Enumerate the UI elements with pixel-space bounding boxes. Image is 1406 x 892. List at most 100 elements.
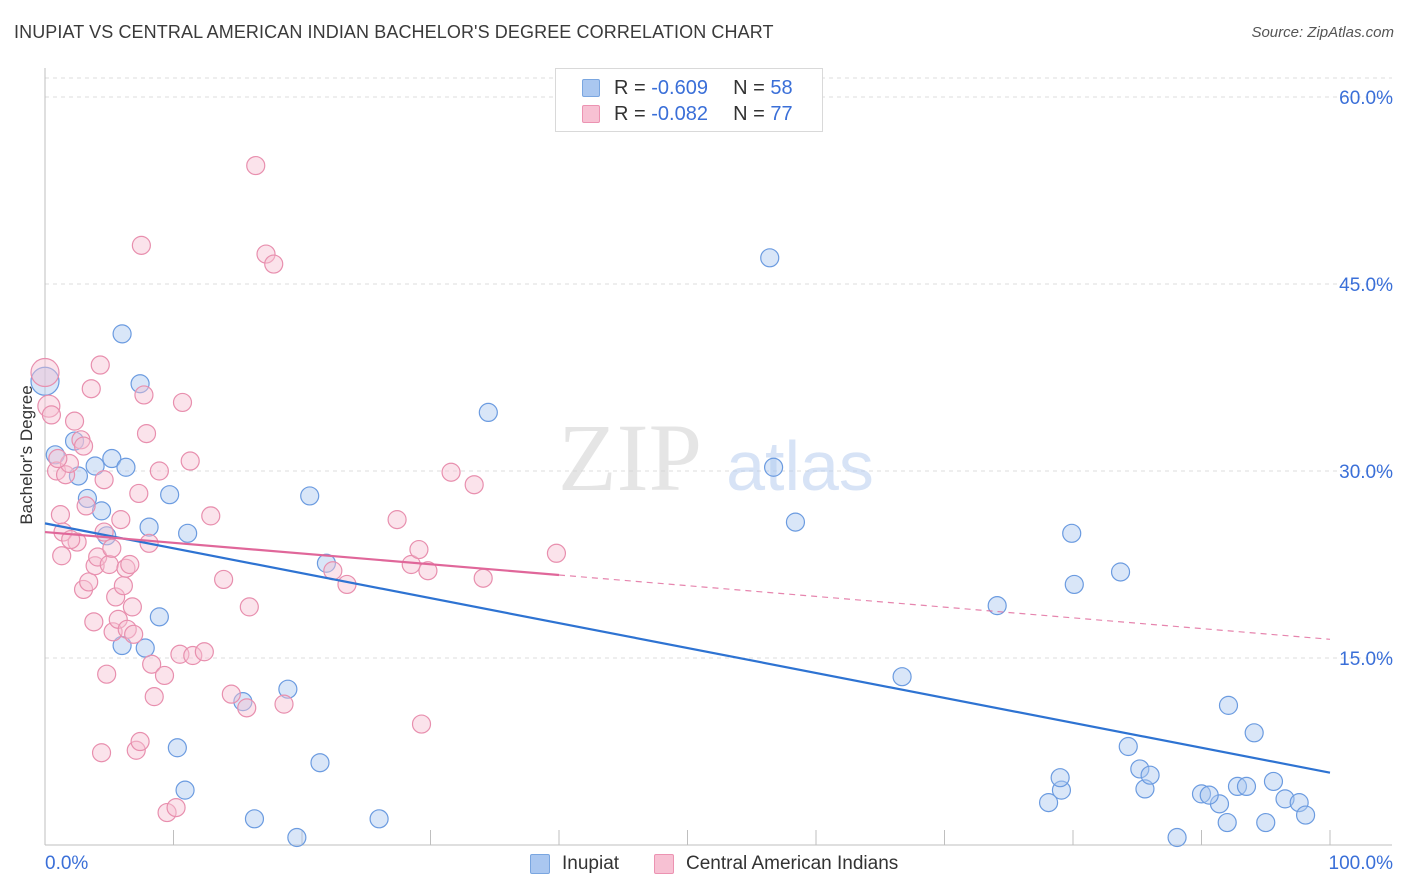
data-point	[157, 802, 177, 823]
data-point	[237, 698, 257, 718]
data-point	[59, 453, 80, 474]
data-point	[239, 597, 259, 617]
y-tick-label: 45.0%	[1339, 275, 1393, 296]
data-point	[84, 612, 104, 632]
data-point	[183, 645, 203, 666]
data-point	[117, 619, 137, 639]
data-point	[149, 461, 169, 481]
data-point	[1218, 695, 1239, 715]
chart-title: INUPIAT VS CENTRAL AMERICAN INDIAN BACHE…	[14, 22, 774, 42]
data-point	[103, 622, 123, 642]
legend-swatch-central-american-indians	[654, 854, 674, 874]
data-point	[194, 642, 214, 662]
data-point	[316, 553, 337, 573]
legend-label: Central American Indians	[686, 853, 899, 874]
y-tick-label: 30.0%	[1339, 462, 1393, 483]
data-point	[464, 475, 484, 495]
watermark-zip: ZIP	[558, 404, 702, 511]
n-label: N =	[733, 77, 765, 99]
data-point	[1038, 793, 1059, 813]
inupiat-swatch	[582, 79, 600, 97]
data-point	[785, 512, 806, 532]
data-point	[760, 248, 780, 268]
data-point	[130, 374, 150, 394]
data-point	[763, 457, 784, 477]
data-point	[278, 679, 298, 699]
data-point	[264, 254, 284, 274]
trend-line-solid-1	[44, 530, 560, 577]
data-point	[546, 543, 567, 563]
data-point	[178, 523, 198, 543]
data-point	[401, 554, 421, 575]
data-point	[256, 244, 276, 264]
data-point	[129, 483, 149, 504]
data-point	[1217, 812, 1237, 833]
data-point	[85, 456, 105, 476]
data-point	[112, 324, 132, 344]
data-points	[30, 155, 1316, 848]
data-point	[1191, 784, 1212, 804]
data-point	[287, 827, 307, 848]
data-point	[94, 470, 114, 490]
data-point	[274, 694, 294, 714]
data-point	[1263, 771, 1284, 792]
data-point	[1064, 574, 1084, 595]
trend-line-dashed-1	[558, 574, 1331, 640]
watermark: ZIP atlas	[558, 404, 874, 511]
data-point	[41, 405, 62, 425]
data-point	[55, 465, 76, 485]
x-tick-label-max: 100.0%	[1329, 853, 1394, 874]
data-point	[144, 687, 164, 707]
data-point	[180, 451, 200, 471]
data-point	[1256, 812, 1276, 833]
x-tick-label-min: 0.0%	[45, 853, 88, 874]
data-point	[172, 392, 193, 413]
data-point	[166, 797, 186, 818]
n-value: 77	[770, 103, 793, 125]
central-american-indians-swatch	[582, 105, 600, 123]
source-label: Source: ZipAtlas.com	[1251, 24, 1394, 41]
data-point	[387, 510, 407, 530]
data-point	[122, 597, 142, 617]
data-point	[478, 402, 498, 423]
data-point	[411, 714, 432, 734]
trend-line-0	[44, 522, 1331, 774]
data-point	[175, 780, 195, 800]
data-point	[76, 496, 96, 516]
data-point	[116, 558, 136, 578]
data-point	[201, 506, 221, 526]
n-value: 58	[770, 77, 793, 99]
data-point	[30, 357, 60, 388]
data-point	[987, 596, 1007, 616]
data-point	[1289, 793, 1309, 813]
data-point	[473, 568, 493, 588]
data-point	[130, 731, 150, 752]
y-tick-label: 15.0%	[1339, 649, 1393, 670]
data-point	[116, 457, 136, 477]
data-point	[120, 554, 140, 575]
data-point	[1140, 765, 1160, 785]
r-label: R =	[614, 103, 646, 125]
data-point	[167, 738, 187, 758]
data-point	[337, 574, 357, 595]
data-point	[99, 554, 119, 575]
data-point	[90, 355, 110, 375]
data-point	[1236, 776, 1257, 797]
data-point	[102, 538, 122, 558]
data-point	[214, 569, 234, 590]
data-point	[221, 684, 241, 704]
y-tick-label: 60.0%	[1339, 88, 1393, 109]
data-point	[246, 155, 266, 176]
data-point	[134, 385, 154, 405]
data-point	[50, 505, 71, 525]
data-point	[52, 546, 72, 566]
data-point	[441, 462, 461, 482]
data-point	[48, 448, 68, 469]
data-point	[409, 539, 429, 560]
data-point	[310, 753, 330, 773]
data-point	[97, 664, 117, 684]
data-point	[1275, 789, 1295, 809]
trend-lines	[44, 522, 1331, 774]
data-point	[154, 665, 175, 686]
